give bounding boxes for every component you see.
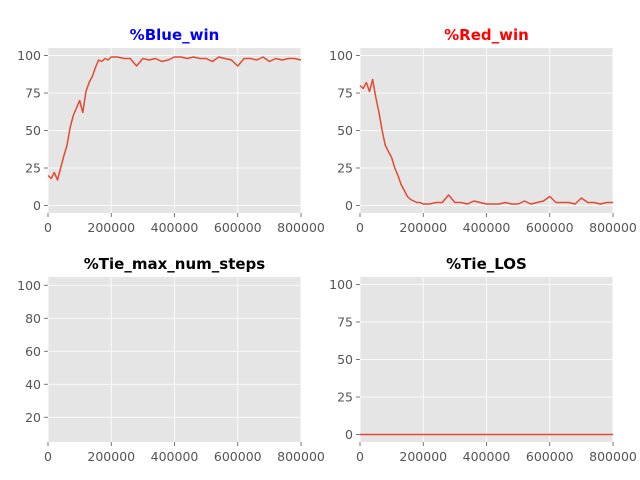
x-tick-label: 600000 <box>214 449 262 464</box>
y-tick-label: 40 <box>25 377 41 392</box>
gridlines <box>47 48 302 213</box>
y-tick-label: 25 <box>337 161 353 176</box>
y-axis: 0 25 50 75 100 <box>329 277 360 442</box>
series-line <box>359 78 613 205</box>
x-tick-label: 200000 <box>399 220 447 235</box>
y-axis: 20 40 60 80 100 <box>17 278 48 425</box>
subplot-blue-win: 0 200000 400000 600000 800000 0 25 50 75 100 %Bl… <box>17 26 325 235</box>
y-tick-label: 25 <box>337 390 353 405</box>
series-layer <box>359 78 613 205</box>
y-tick-label: 100 <box>17 278 41 293</box>
y-tick-label: 100 <box>329 277 353 292</box>
y-tick-label: 0 <box>345 198 353 213</box>
x-tick-label: 800000 <box>589 449 637 464</box>
chart-title: %Tie_max_num_steps <box>84 255 266 273</box>
y-tick-label: 60 <box>25 344 41 359</box>
x-tick-label: 400000 <box>151 449 199 464</box>
y-tick-label: 20 <box>25 410 41 425</box>
y-tick-label: 50 <box>337 123 353 138</box>
x-tick-label: 400000 <box>151 220 199 235</box>
y-tick-label: 25 <box>25 161 41 176</box>
x-tick-label: 0 <box>44 220 52 235</box>
x-axis: 0 200000 400000 600000 800000 <box>356 442 637 464</box>
y-tick-label: 75 <box>337 315 353 330</box>
y-tick-label: 75 <box>25 86 41 101</box>
y-axis: 0 25 50 75 100 <box>329 48 360 213</box>
gridlines <box>47 277 302 442</box>
subplot-tie-max-num-steps: 0 200000 400000 600000 800000 20 40 60 80 100 %T… <box>17 255 325 464</box>
x-tick-label: 200000 <box>87 220 135 235</box>
x-axis: 0 200000 400000 600000 800000 <box>44 213 325 235</box>
y-tick-label: 75 <box>337 86 353 101</box>
y-tick-label: 100 <box>329 48 353 63</box>
y-tick-label: 0 <box>33 198 41 213</box>
x-axis: 0 200000 400000 600000 800000 <box>44 442 325 464</box>
x-tick-label: 0 <box>356 449 364 464</box>
y-axis: 0 25 50 75 100 <box>17 48 48 213</box>
chart-title: %Blue_win <box>130 26 220 44</box>
x-tick-label: 400000 <box>463 449 511 464</box>
chart-title: %Tie_LOS <box>446 255 527 273</box>
y-tick-label: 50 <box>25 123 41 138</box>
chart-title: %Red_win <box>444 26 529 44</box>
x-tick-label: 0 <box>356 220 364 235</box>
x-tick-label: 400000 <box>463 220 511 235</box>
y-tick-label: 0 <box>345 427 353 442</box>
gridlines <box>359 48 614 213</box>
x-tick-label: 0 <box>44 449 52 464</box>
y-tick-label: 80 <box>25 311 41 326</box>
x-tick-label: 200000 <box>399 449 447 464</box>
x-tick-label: 600000 <box>526 220 574 235</box>
subplot-red-win: 0 200000 400000 600000 800000 0 25 50 75 100 %Re… <box>329 26 637 235</box>
x-axis: 0 200000 400000 600000 800000 <box>356 213 637 235</box>
x-tick-label: 800000 <box>277 449 325 464</box>
x-tick-label: 600000 <box>214 220 262 235</box>
series-layer <box>47 56 302 181</box>
subplot-tie-los: 0 200000 400000 600000 800000 0 25 50 75 100 %Ti… <box>329 255 637 464</box>
x-tick-label: 800000 <box>589 220 637 235</box>
series-line <box>47 56 302 181</box>
x-tick-label: 800000 <box>277 220 325 235</box>
y-tick-label: 100 <box>17 48 41 63</box>
x-tick-label: 600000 <box>526 449 574 464</box>
y-tick-label: 50 <box>337 352 353 367</box>
x-tick-label: 200000 <box>87 449 135 464</box>
